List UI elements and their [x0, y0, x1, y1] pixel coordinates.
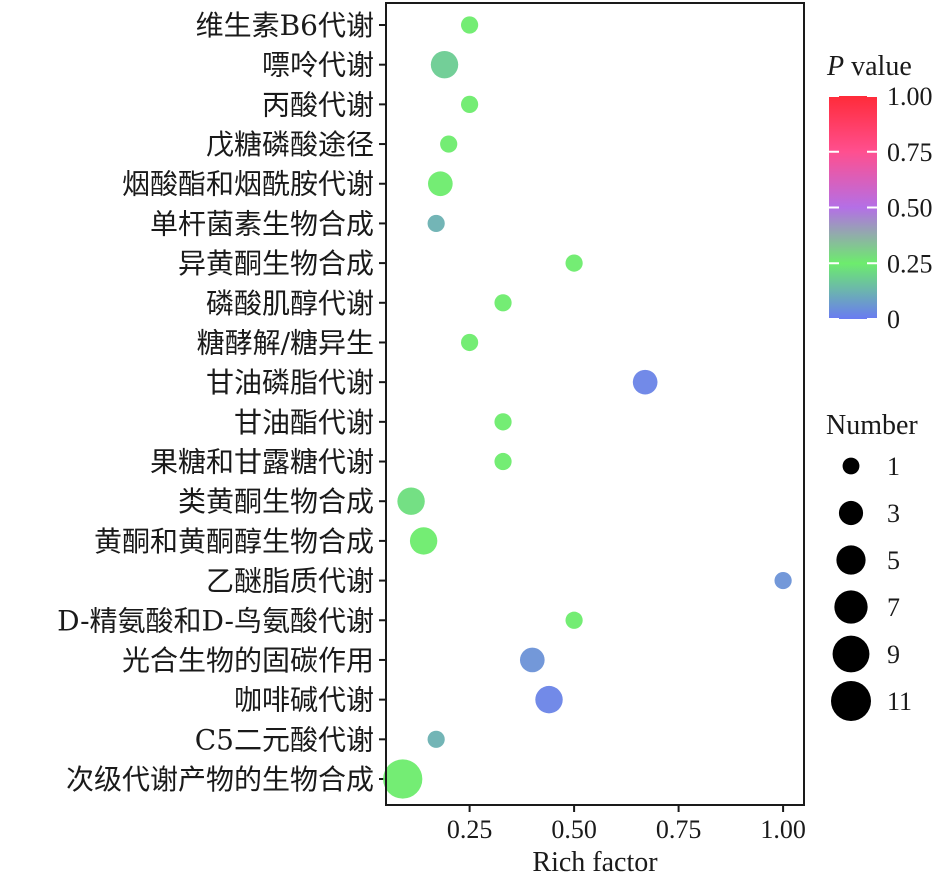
category-label: 次级代谢产物的生物合成 — [66, 763, 374, 796]
data-point — [427, 730, 445, 748]
category-label: 丙酸代谢 — [262, 88, 374, 121]
data-point — [535, 685, 563, 714]
category-label: D-精氨酸和D-鸟氨酸代谢 — [57, 604, 374, 637]
p-value-legend: P value 1.00 0.75 0.50 0.25 0 — [826, 51, 933, 334]
x-tick-label: 0.75 — [656, 815, 702, 844]
data-point — [397, 487, 425, 515]
x-tick-label: 0.25 — [447, 815, 493, 844]
p-value-legend-title: P value — [826, 51, 912, 82]
category-label: 烟酸酯和烟酰胺代谢 — [122, 168, 374, 201]
p-value-tick-label: 0 — [887, 305, 900, 334]
category-label: 甘油磷脂代谢 — [206, 366, 374, 399]
p-value-legend-ticks: 1.00 0.75 0.50 0.25 0 — [829, 82, 933, 334]
data-point — [565, 611, 583, 629]
number-legend-dot — [830, 680, 872, 722]
category-label: 类黄酮生物合成 — [178, 485, 374, 518]
number-legend-label: 5 — [887, 546, 900, 575]
p-value-tick-label: 0.50 — [887, 194, 933, 223]
data-point — [774, 571, 792, 590]
number-legend-label: 3 — [887, 499, 900, 528]
data-point — [494, 294, 512, 312]
p-value-legend-title-italic: P — [826, 51, 844, 82]
number-legend-label: 9 — [887, 640, 900, 669]
category-label: 异黄酮生物合成 — [178, 247, 374, 280]
category-label: 单杆菌素生物合成 — [150, 207, 374, 240]
category-label: 磷酸肌醇代谢 — [206, 287, 374, 320]
x-tick-label: 1.00 — [760, 815, 806, 844]
p-value-tick-label: 0.25 — [887, 249, 933, 278]
category-labels: 维生素B6代谢嘌呤代谢丙酸代谢戊糖磷酸途径烟酸酯和烟酰胺代谢单杆菌素生物合成异黄… — [57, 9, 374, 796]
category-label: 甘油酯代谢 — [234, 406, 374, 439]
x-tick-label: 0.50 — [551, 815, 597, 844]
data-point — [565, 254, 583, 272]
data-point — [494, 413, 512, 431]
data-points — [383, 16, 792, 799]
data-point — [427, 214, 445, 233]
number-legend-dot — [842, 457, 860, 475]
data-point — [440, 135, 458, 153]
number-legend: Number 1 3 5 7 9 11 — [826, 410, 918, 722]
data-point — [409, 527, 438, 555]
data-point — [428, 171, 453, 197]
plot-panel — [385, 2, 805, 806]
p-value-tick-label: 1.00 — [887, 82, 933, 111]
data-point — [461, 95, 479, 113]
number-legend-dot — [832, 635, 870, 673]
category-label: 果糖和甘露糖代谢 — [150, 446, 374, 479]
data-point — [461, 16, 479, 34]
category-label: 乙醚脂质代谢 — [206, 565, 374, 598]
number-legend-items: 1 3 5 7 9 11 — [830, 452, 912, 722]
p-value-tick-label: 0.75 — [887, 138, 933, 167]
data-point — [430, 50, 459, 79]
number-legend-dot — [836, 545, 866, 575]
x-axis-ticks: 0.25 0.50 0.75 1.00 — [447, 805, 806, 844]
p-value-legend-title-rest: value — [844, 51, 912, 82]
x-axis-title: Rich factor — [532, 847, 658, 878]
category-label: C5二元酸代谢 — [195, 723, 374, 756]
number-legend-label: 7 — [887, 593, 900, 622]
data-point — [494, 452, 512, 471]
number-legend-title: Number — [826, 410, 918, 441]
category-label: 维生素B6代谢 — [196, 9, 374, 42]
category-label: 嘌呤代谢 — [262, 49, 374, 82]
category-label: 糖酵解/糖异生 — [197, 326, 374, 359]
category-label: 戊糖磷酸途径 — [206, 128, 374, 161]
data-point — [383, 759, 423, 799]
data-point — [632, 369, 658, 395]
category-label: 光合生物的固碳作用 — [122, 644, 374, 677]
number-legend-dot — [838, 500, 864, 526]
number-legend-label: 1 — [887, 452, 900, 481]
category-label: 黄酮和黄酮醇生物合成 — [94, 525, 374, 558]
y-axis-ticks — [379, 24, 386, 780]
data-point — [519, 647, 545, 673]
category-label: 咖啡碱代谢 — [234, 684, 374, 717]
number-legend-dot — [834, 590, 868, 624]
number-legend-label: 11 — [887, 687, 912, 716]
data-point — [461, 333, 479, 352]
